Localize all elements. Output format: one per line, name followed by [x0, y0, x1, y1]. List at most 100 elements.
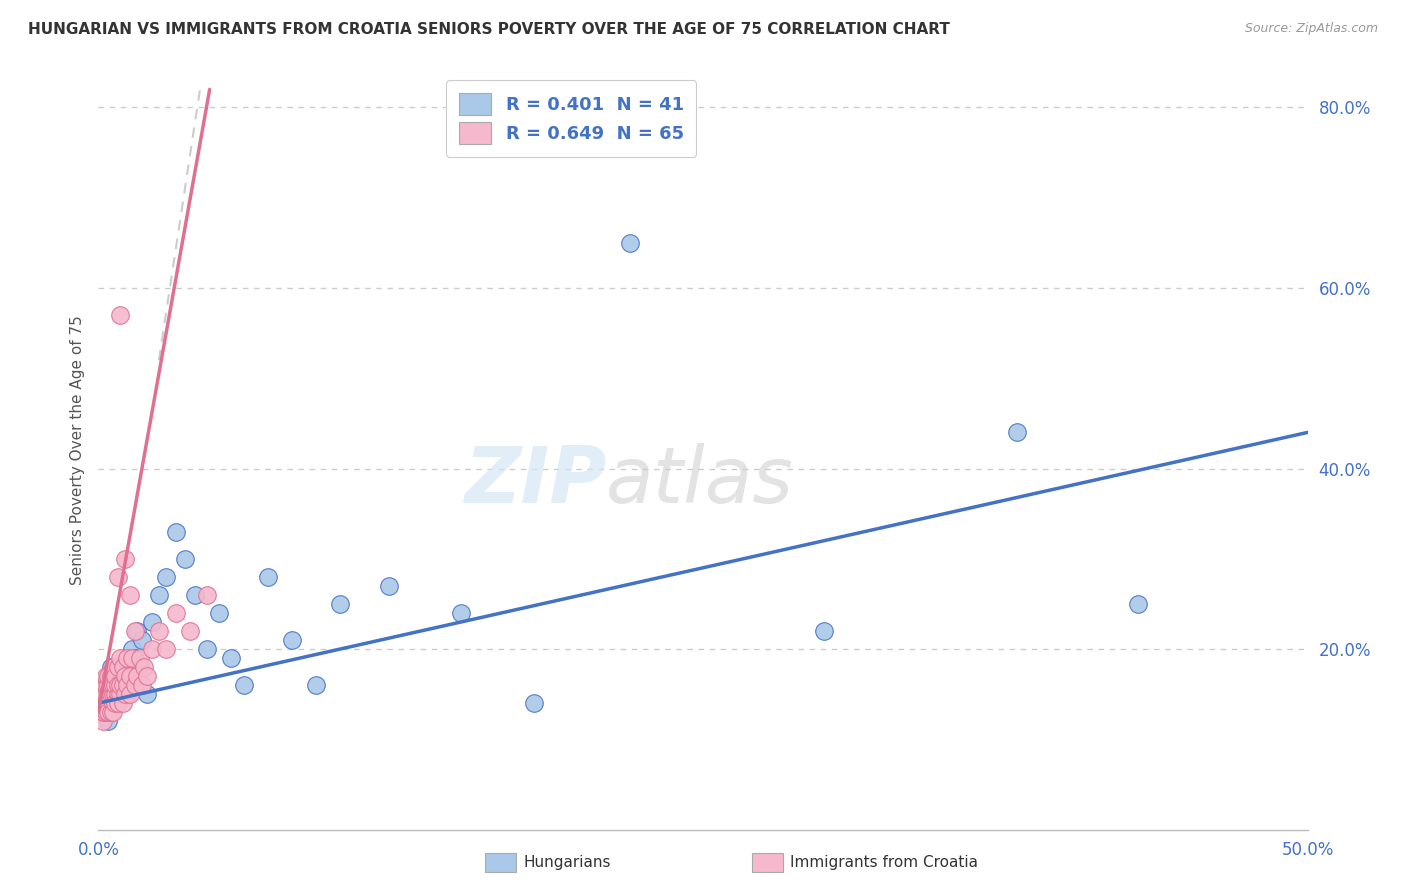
Point: [101, 696, 124, 710]
Point: [97, 669, 120, 683]
Text: Source: ZipAtlas.com: Source: ZipAtlas.com: [1244, 22, 1378, 36]
Point: [117, 687, 139, 701]
Point: [111, 660, 134, 674]
Text: Immigrants from Croatia: Immigrants from Croatia: [790, 855, 979, 870]
Point: [134, 660, 156, 674]
Point: [90, 687, 112, 701]
Point: [101, 705, 124, 719]
Point: [101, 660, 124, 674]
Point: [97, 687, 120, 701]
Point: [111, 678, 134, 692]
Y-axis label: Seniors Poverty Over the Age of 75: Seniors Poverty Over the Age of 75: [69, 316, 84, 585]
Point: [165, 524, 187, 539]
Point: [127, 624, 149, 638]
Point: [100, 660, 122, 674]
Point: [118, 687, 141, 701]
Text: atlas: atlas: [606, 442, 794, 519]
Point: [94, 696, 117, 710]
Point: [174, 551, 197, 566]
Point: [107, 687, 129, 701]
Point: [91, 687, 114, 701]
Point: [108, 308, 131, 322]
Legend: R = 0.401  N = 41, R = 0.649  N = 65: R = 0.401 N = 41, R = 0.649 N = 65: [446, 80, 696, 157]
Point: [94, 705, 117, 719]
Point: [104, 696, 127, 710]
Point: [117, 678, 139, 692]
Point: [121, 651, 143, 665]
Point: [124, 678, 146, 692]
Point: [1128, 597, 1150, 611]
Point: [148, 588, 170, 602]
Point: [107, 696, 129, 710]
Point: [118, 669, 141, 683]
Point: [121, 642, 143, 657]
Point: [94, 696, 117, 710]
Point: [118, 669, 141, 683]
Point: [108, 678, 131, 692]
Point: [107, 687, 129, 701]
Point: [104, 678, 127, 692]
Point: [101, 687, 124, 701]
Point: [100, 687, 122, 701]
Point: [108, 669, 131, 683]
Point: [124, 624, 146, 638]
Point: [114, 660, 136, 674]
Point: [97, 678, 120, 692]
Point: [91, 678, 114, 692]
Point: [141, 642, 163, 657]
Point: [94, 687, 117, 701]
Point: [179, 624, 201, 638]
Point: [91, 705, 114, 719]
Point: [97, 678, 120, 692]
Point: [100, 678, 122, 692]
Point: [90, 696, 112, 710]
Point: [91, 714, 114, 729]
Point: [131, 633, 153, 648]
Point: [221, 651, 243, 665]
Point: [195, 588, 218, 602]
Text: ZIP: ZIP: [464, 442, 606, 519]
Point: [90, 705, 112, 719]
Point: [111, 696, 134, 710]
Point: [104, 687, 127, 701]
Point: [94, 669, 117, 683]
Point: [124, 651, 146, 665]
Point: [148, 624, 170, 638]
Point: [195, 642, 218, 657]
Point: [101, 696, 124, 710]
Point: [141, 615, 163, 629]
Text: Hungarians: Hungarians: [523, 855, 610, 870]
Point: [107, 678, 129, 692]
Point: [813, 624, 835, 638]
Point: [184, 588, 207, 602]
Point: [127, 669, 149, 683]
Point: [523, 696, 546, 710]
Point: [107, 660, 129, 674]
Point: [135, 687, 157, 701]
Point: [90, 705, 112, 719]
Point: [104, 678, 127, 692]
Point: [114, 669, 136, 683]
Point: [377, 579, 399, 593]
Point: [117, 651, 139, 665]
Point: [450, 606, 472, 620]
Point: [232, 678, 254, 692]
Point: [91, 687, 114, 701]
Point: [305, 678, 328, 692]
Point: [256, 570, 278, 584]
Point: [155, 570, 177, 584]
Point: [97, 714, 120, 729]
Point: [619, 235, 641, 250]
Point: [131, 678, 153, 692]
Point: [155, 642, 177, 657]
Point: [94, 678, 117, 692]
Point: [128, 660, 150, 674]
Point: [135, 669, 157, 683]
Point: [108, 687, 131, 701]
Point: [97, 696, 120, 710]
Point: [208, 606, 231, 620]
Point: [128, 651, 150, 665]
Point: [114, 687, 136, 701]
Point: [104, 669, 127, 683]
Point: [100, 669, 122, 683]
